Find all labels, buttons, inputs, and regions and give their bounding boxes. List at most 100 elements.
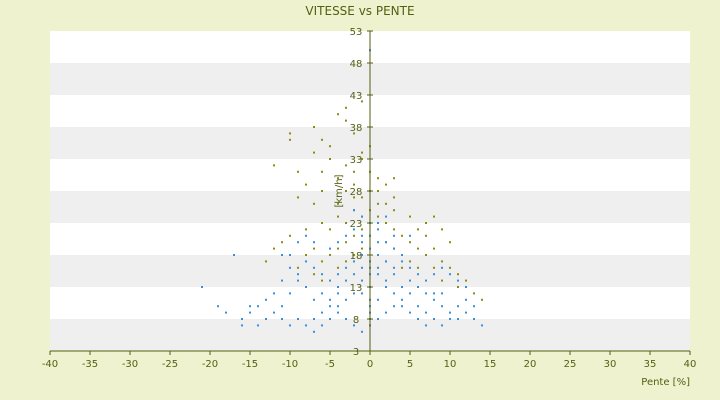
data-point: [281, 279, 283, 282]
y-tick-label: 23: [350, 219, 363, 230]
data-point: [409, 292, 411, 295]
data-point: [449, 241, 451, 244]
y-tick-label: 48: [350, 59, 363, 70]
y-tick-label: 3: [353, 347, 359, 358]
x-tick-label: 25: [564, 359, 577, 370]
data-point: [401, 298, 403, 301]
data-point: [313, 330, 315, 333]
y-tick-label: 13: [350, 283, 363, 294]
data-point: [361, 292, 363, 295]
data-point: [393, 228, 395, 231]
data-point: [321, 292, 323, 295]
x-tick-label: 40: [684, 359, 697, 370]
data-point: [297, 273, 299, 276]
data-point: [361, 158, 363, 160]
data-point: [297, 318, 299, 320]
data-point: [441, 324, 443, 327]
data-point: [321, 190, 323, 192]
data-point: [417, 318, 419, 320]
data-point: [313, 151, 315, 154]
data-point: [313, 247, 315, 250]
data-point: [257, 305, 259, 308]
x-tick-label: 15: [484, 359, 497, 370]
data-point: [297, 170, 299, 173]
data-point: [249, 305, 251, 308]
data-point: [385, 311, 387, 314]
data-point: [393, 305, 395, 308]
data-point: [377, 273, 379, 276]
data-point: [337, 113, 339, 116]
data-point: [417, 228, 419, 231]
y-axis-label: [km/h]: [334, 174, 345, 207]
data-point: [289, 234, 291, 237]
y-tick-label: 28: [350, 187, 363, 198]
x-tick-label: -10: [282, 359, 298, 370]
data-point: [425, 234, 427, 237]
data-point: [345, 119, 347, 122]
x-tick-label: 10: [444, 359, 457, 370]
data-point: [329, 228, 331, 231]
data-point: [329, 254, 331, 256]
data-point: [289, 292, 291, 295]
x-tick-label: -20: [202, 359, 218, 370]
data-point: [305, 324, 307, 327]
data-point: [241, 324, 243, 327]
data-point: [393, 209, 395, 212]
data-point: [393, 292, 395, 295]
data-point: [353, 196, 355, 199]
data-point: [377, 177, 379, 180]
data-point: [449, 318, 451, 320]
data-point: [313, 318, 315, 320]
data-point: [337, 177, 339, 180]
data-point: [393, 247, 395, 250]
data-point: [361, 330, 363, 333]
data-point: [281, 254, 283, 256]
data-point: [321, 222, 323, 224]
data-point: [265, 318, 267, 320]
data-point: [425, 279, 427, 282]
data-point: [321, 260, 323, 263]
data-point: [385, 215, 387, 218]
data-point: [417, 266, 419, 269]
data-point: [305, 254, 307, 256]
data-point: [465, 311, 467, 314]
data-point: [321, 311, 323, 314]
data-point: [465, 286, 467, 288]
data-point: [289, 138, 291, 141]
data-points: [201, 49, 483, 333]
data-point: [265, 260, 267, 263]
data-point: [385, 202, 387, 205]
data-point: [273, 247, 275, 250]
data-point: [481, 298, 483, 301]
data-point: [273, 292, 275, 295]
data-point: [345, 190, 347, 192]
data-point: [297, 196, 299, 199]
data-point: [321, 279, 323, 282]
data-point: [457, 318, 459, 320]
data-point: [313, 273, 315, 276]
data-point: [297, 279, 299, 282]
x-tick-label: 0: [367, 359, 373, 370]
data-point: [433, 298, 435, 301]
data-point: [313, 241, 315, 244]
x-tick-label: -30: [122, 359, 138, 370]
data-point: [345, 106, 347, 109]
data-point: [401, 266, 403, 269]
data-point: [217, 305, 219, 308]
data-point: [345, 266, 347, 269]
data-point: [377, 190, 379, 192]
data-point: [337, 286, 339, 288]
data-point: [321, 273, 323, 276]
data-point: [345, 279, 347, 282]
y-tick-label: 18: [350, 251, 363, 262]
data-point: [409, 215, 411, 218]
data-point: [353, 324, 355, 327]
data-point: [393, 234, 395, 237]
data-point: [281, 318, 283, 320]
data-point: [433, 292, 435, 295]
x-tick-label: -25: [162, 359, 178, 370]
data-point: [473, 318, 475, 320]
data-point: [385, 183, 387, 186]
